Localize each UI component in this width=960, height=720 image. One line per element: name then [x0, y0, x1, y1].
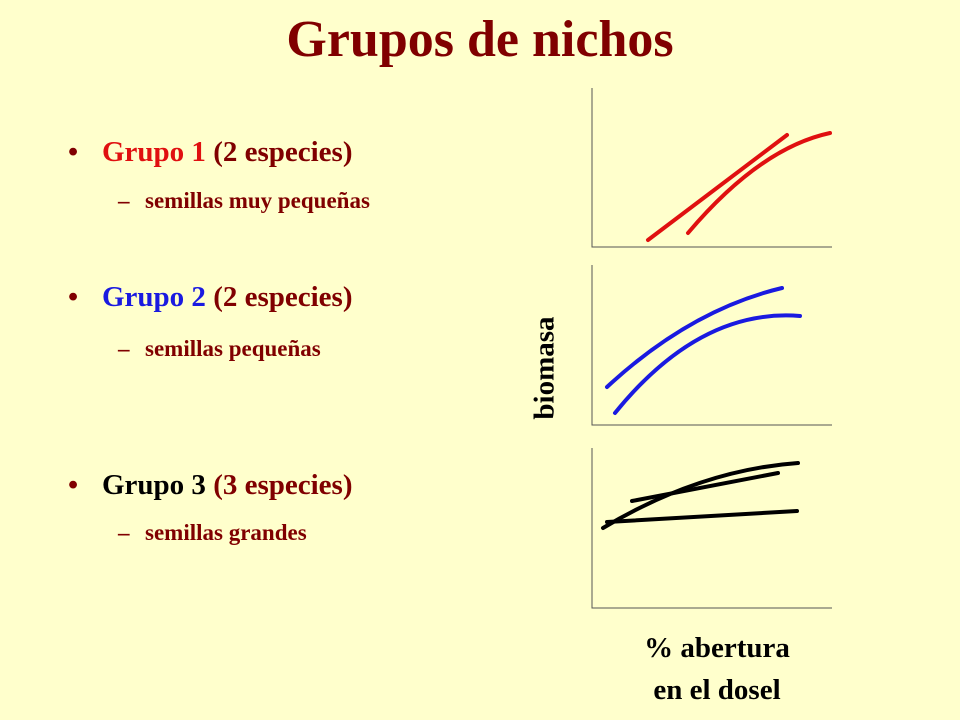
group-label: Grupo 1 [102, 136, 206, 168]
curves [601, 131, 832, 530]
group-detail: (2 especies) [213, 281, 353, 313]
slide-title: Grupos de nichos [286, 11, 674, 68]
axes [591, 88, 832, 609]
sub-text: semillas muy pequeñas [145, 188, 370, 213]
group-label: Grupo 3 [102, 469, 206, 501]
y-axis-label: biomasa [528, 316, 561, 420]
sub-text: semillas pequeñas [145, 336, 321, 361]
group-label: Grupo 2 [102, 281, 206, 313]
bullet: • Grupo 1 (2 especies) [68, 136, 353, 168]
bullet: • Grupo 3 (3 especies) [68, 469, 353, 501]
x-axis-label: % abertura [644, 632, 790, 664]
bullet: • Grupo 2 (2 especies) [68, 281, 353, 313]
sub-bullet: – semillas muy pequeñas [118, 188, 370, 213]
sub-text: semillas grandes [145, 520, 307, 545]
x-axis-label: en el dosel [653, 674, 781, 706]
sub-bullet: – semillas pequeñas [118, 336, 321, 361]
group-detail: (3 especies) [213, 469, 353, 501]
sub-bullet: – semillas grandes [118, 520, 307, 545]
group-detail: (2 especies) [213, 136, 353, 168]
